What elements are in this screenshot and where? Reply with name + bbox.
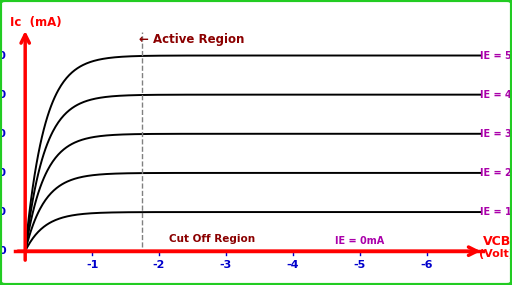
Text: (Volt): (Volt) [479,249,512,259]
Text: -40: -40 [0,90,7,100]
Text: Cut Off Region: Cut Off Region [169,234,255,244]
Text: IE = 50mA: IE = 50mA [480,50,512,60]
Text: -30: -30 [0,129,7,139]
Text: -5: -5 [354,260,366,270]
Text: -20: -20 [0,168,7,178]
Text: IE = 20mA: IE = 20mA [480,168,512,178]
Text: IE = 40mA: IE = 40mA [480,90,512,100]
Text: -4: -4 [287,260,299,270]
Text: -10: -10 [0,207,7,217]
Text: Ic  (mA): Ic (mA) [10,16,62,29]
Text: IE = 0mA: IE = 0mA [335,237,385,247]
Text: -2: -2 [153,260,165,270]
Text: -50: -50 [0,50,7,60]
Text: -1: -1 [86,260,98,270]
Text: VCB: VCB [483,235,511,248]
Text: -3: -3 [220,260,232,270]
Text: 0: 0 [0,246,7,256]
Text: ← Active Region: ← Active Region [139,33,244,46]
Text: IE = 10mA: IE = 10mA [480,207,512,217]
Text: IE = 30mA: IE = 30mA [480,129,512,139]
Text: -6: -6 [420,260,433,270]
